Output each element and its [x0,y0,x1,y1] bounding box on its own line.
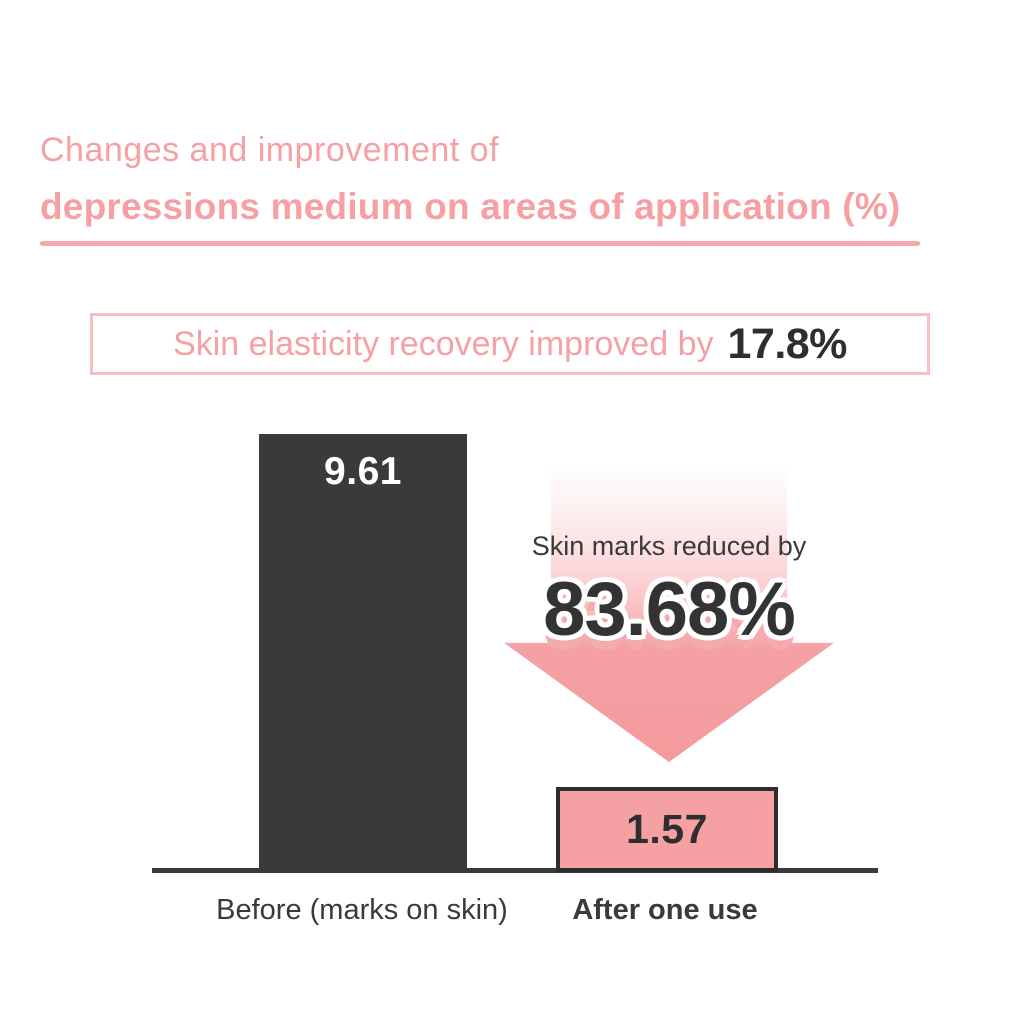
x-axis-label-after: After one use [572,894,758,926]
bar-after-value-label: 1.57 [626,806,708,852]
bar-before: 9.61 [259,434,467,868]
x-axis-label-before: Before (marks on skin) [216,894,508,926]
page-title-line2: depressions medium on areas of applicati… [40,186,901,227]
reduction-annotation-value: 83.68% [543,567,796,652]
elasticity-callout-box: Skin elasticity recovery improved by 17.… [90,313,930,375]
title-underline [40,241,920,246]
bar-before-value-label: 9.61 [324,450,402,493]
elasticity-callout-text: Skin elasticity recovery improved by [173,324,714,363]
reduction-annotation-label: Skin marks reduced by [531,531,807,561]
bar-after: 1.57 [556,787,778,872]
x-axis-line [152,868,878,873]
elasticity-callout-value: 17.8% [727,319,847,368]
page-title-line1: Changes and improvement of [40,131,500,169]
